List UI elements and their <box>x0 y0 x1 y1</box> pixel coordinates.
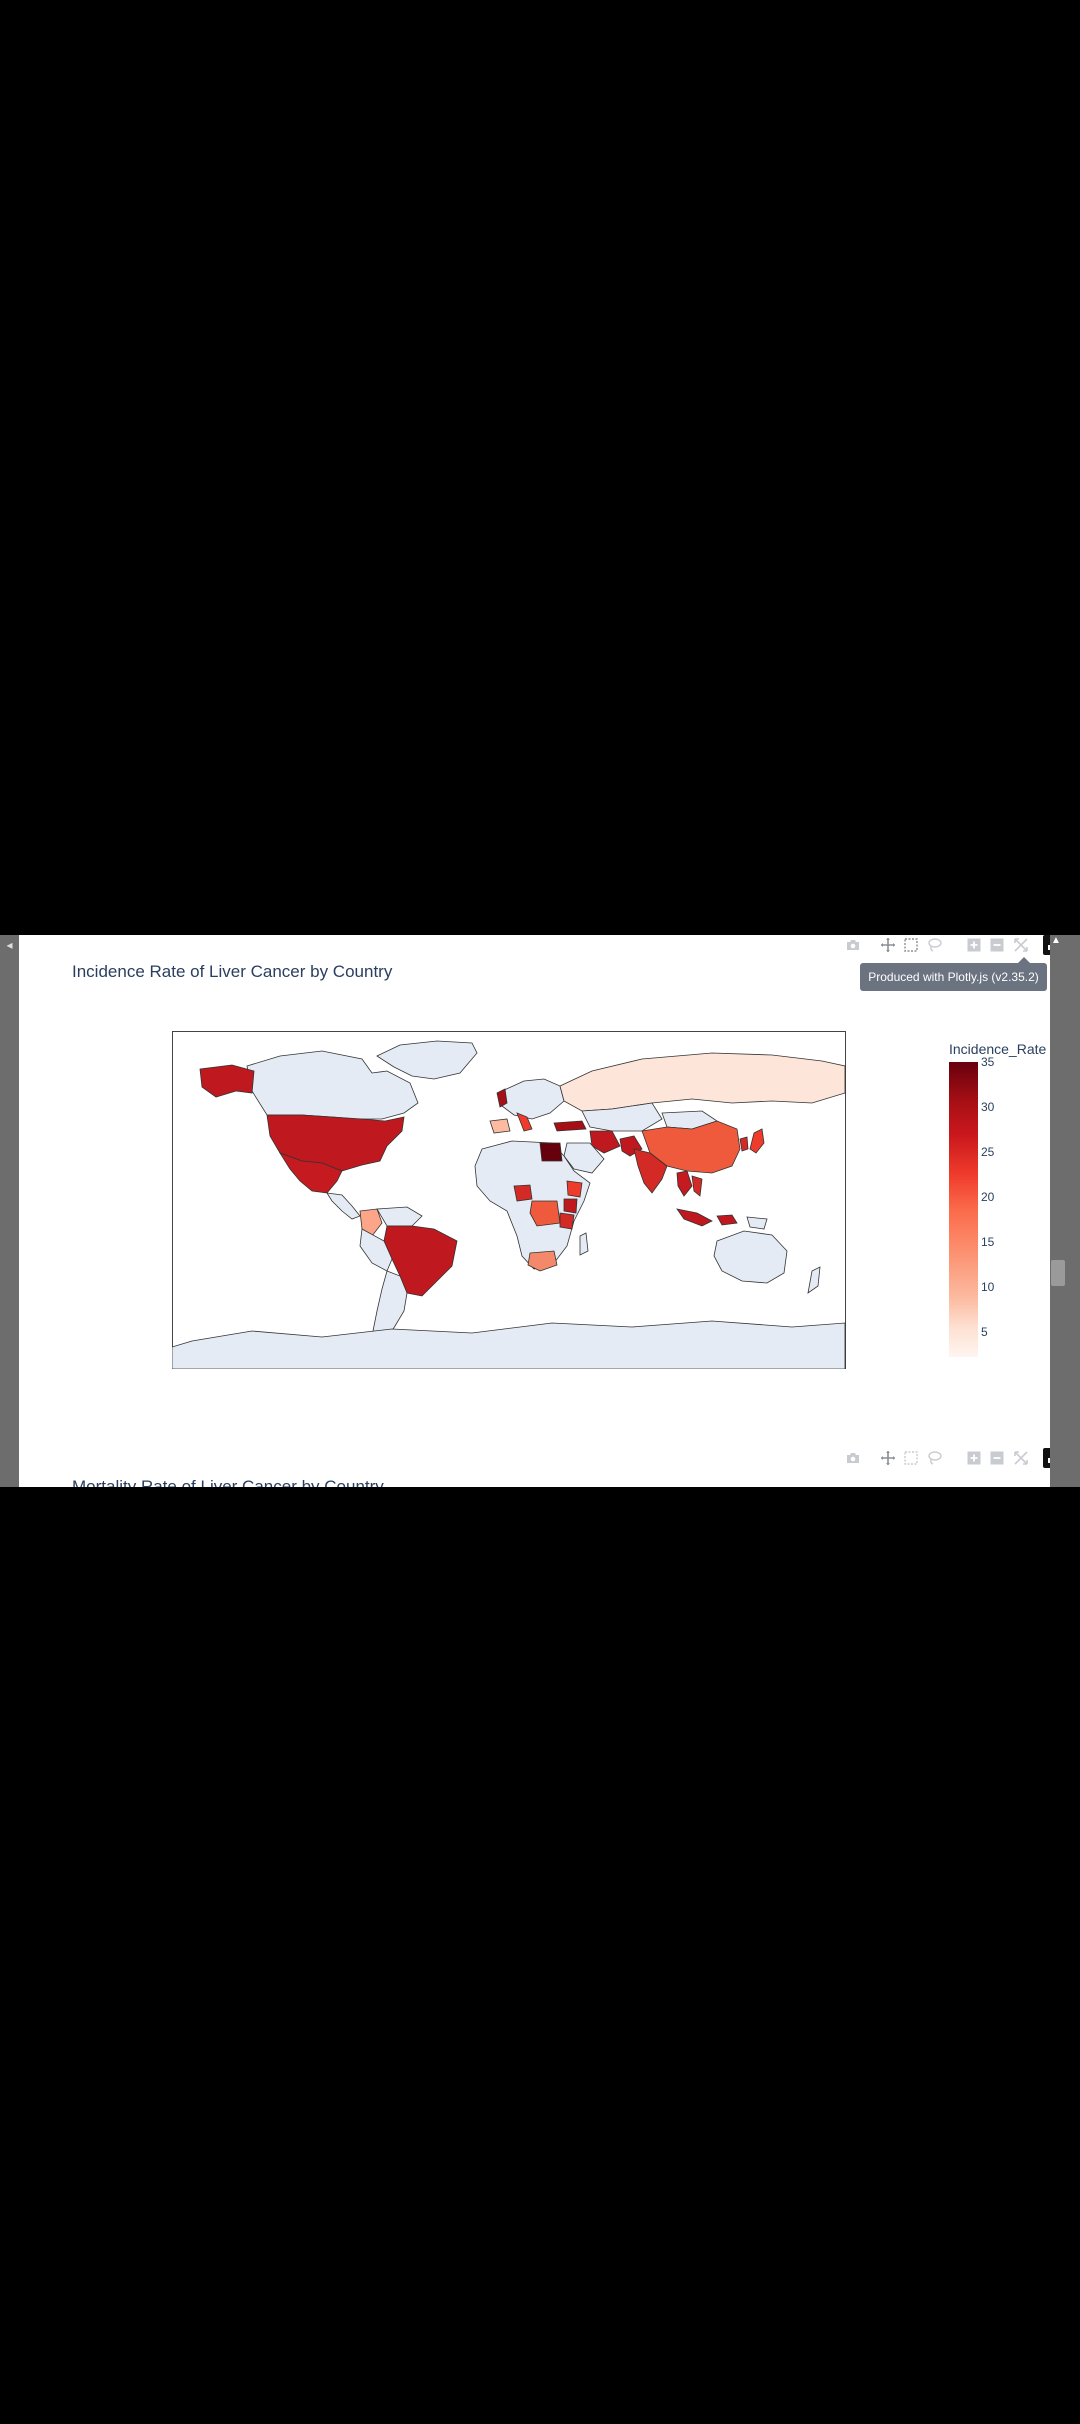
country-colombia <box>359 1208 383 1237</box>
country-south-africa <box>527 1250 558 1272</box>
country-turkey <box>553 1120 587 1132</box>
colorbar-tick: 20 <box>981 1190 995 1204</box>
chart-title-incidence: Incidence Rate of Liver Cancer by Countr… <box>72 962 393 981</box>
plot-container: Incidence Rate of Liver Cancer by Countr… <box>19 935 1063 1487</box>
country-egypt <box>539 1142 563 1162</box>
box-select-icon[interactable] <box>901 1448 921 1468</box>
country-spain <box>489 1118 511 1134</box>
camera-icon[interactable] <box>843 935 863 955</box>
colorbar-title: Incidence_Rate <box>949 1041 1047 1057</box>
country-india <box>633 1148 668 1194</box>
colorbar <box>949 1062 978 1357</box>
camera-icon[interactable] <box>843 1448 863 1468</box>
scrollbar-thumb[interactable] <box>1051 1260 1065 1286</box>
choropleth-map[interactable] <box>172 1031 846 1369</box>
plotly-version-tooltip: Produced with Plotly.js (v2.35.2) <box>860 957 1047 991</box>
country-kazakhstan <box>581 1102 663 1132</box>
country-australia <box>713 1230 788 1284</box>
country-nz <box>807 1266 821 1294</box>
country-thailand <box>676 1170 693 1197</box>
country-nigeria <box>513 1184 533 1202</box>
zoom-in-icon[interactable] <box>964 1448 984 1468</box>
colorbar-tick: 15 <box>981 1235 995 1249</box>
zoom-in-icon[interactable] <box>964 935 984 955</box>
country-png <box>746 1216 768 1230</box>
modebar-bottom <box>829 1448 1063 1470</box>
country-indonesia-2 <box>716 1214 738 1226</box>
country-venezuela <box>376 1206 423 1227</box>
zoom-out-icon[interactable] <box>987 1448 1007 1468</box>
country-greenland <box>376 1040 478 1080</box>
country-vietnam <box>691 1175 703 1197</box>
country-uk <box>496 1088 508 1108</box>
lasso-icon[interactable] <box>925 935 945 955</box>
modebar-top <box>829 935 1063 957</box>
reset-icon[interactable] <box>1011 935 1031 955</box>
colorbar-tick: 10 <box>981 1280 995 1294</box>
country-korea <box>739 1136 749 1152</box>
colorbar-tick: 35 <box>981 1055 995 1069</box>
edge-arrow-icon: ◂ <box>6 938 13 952</box>
colorbar-tick: 30 <box>981 1100 995 1114</box>
country-central-america <box>326 1192 361 1220</box>
country-italy <box>516 1112 533 1132</box>
scroll-up-arrow-icon[interactable]: ▲ <box>1051 935 1061 946</box>
box-select-icon[interactable] <box>901 935 921 955</box>
chart-title-mortality: Mortality Rate of Liver Cancer by Countr… <box>72 1477 384 1487</box>
country-kenya <box>563 1198 578 1214</box>
country-drc <box>529 1200 561 1227</box>
country-iran <box>589 1130 621 1154</box>
country-madagascar <box>579 1232 589 1256</box>
country-antarctica <box>172 1320 846 1369</box>
pan-icon[interactable] <box>878 935 898 955</box>
pan-icon[interactable] <box>878 1448 898 1468</box>
country-ethiopia <box>566 1180 583 1198</box>
lasso-icon[interactable] <box>925 1448 945 1468</box>
reset-icon[interactable] <box>1011 1448 1031 1468</box>
country-mexico <box>279 1152 343 1194</box>
colorbar-tick: 25 <box>981 1145 995 1159</box>
country-japan <box>749 1128 765 1154</box>
page-viewport: ◂ Incidence Rate of Liver Cancer by Coun… <box>0 935 1080 1487</box>
country-europe <box>501 1078 565 1120</box>
vertical-scrollbar[interactable] <box>1050 935 1080 1487</box>
colorbar-tick: 5 <box>981 1325 988 1339</box>
country-tanzania <box>559 1212 575 1230</box>
country-indonesia-1 <box>676 1208 713 1227</box>
zoom-out-icon[interactable] <box>987 935 1007 955</box>
country-alaska <box>199 1064 255 1098</box>
